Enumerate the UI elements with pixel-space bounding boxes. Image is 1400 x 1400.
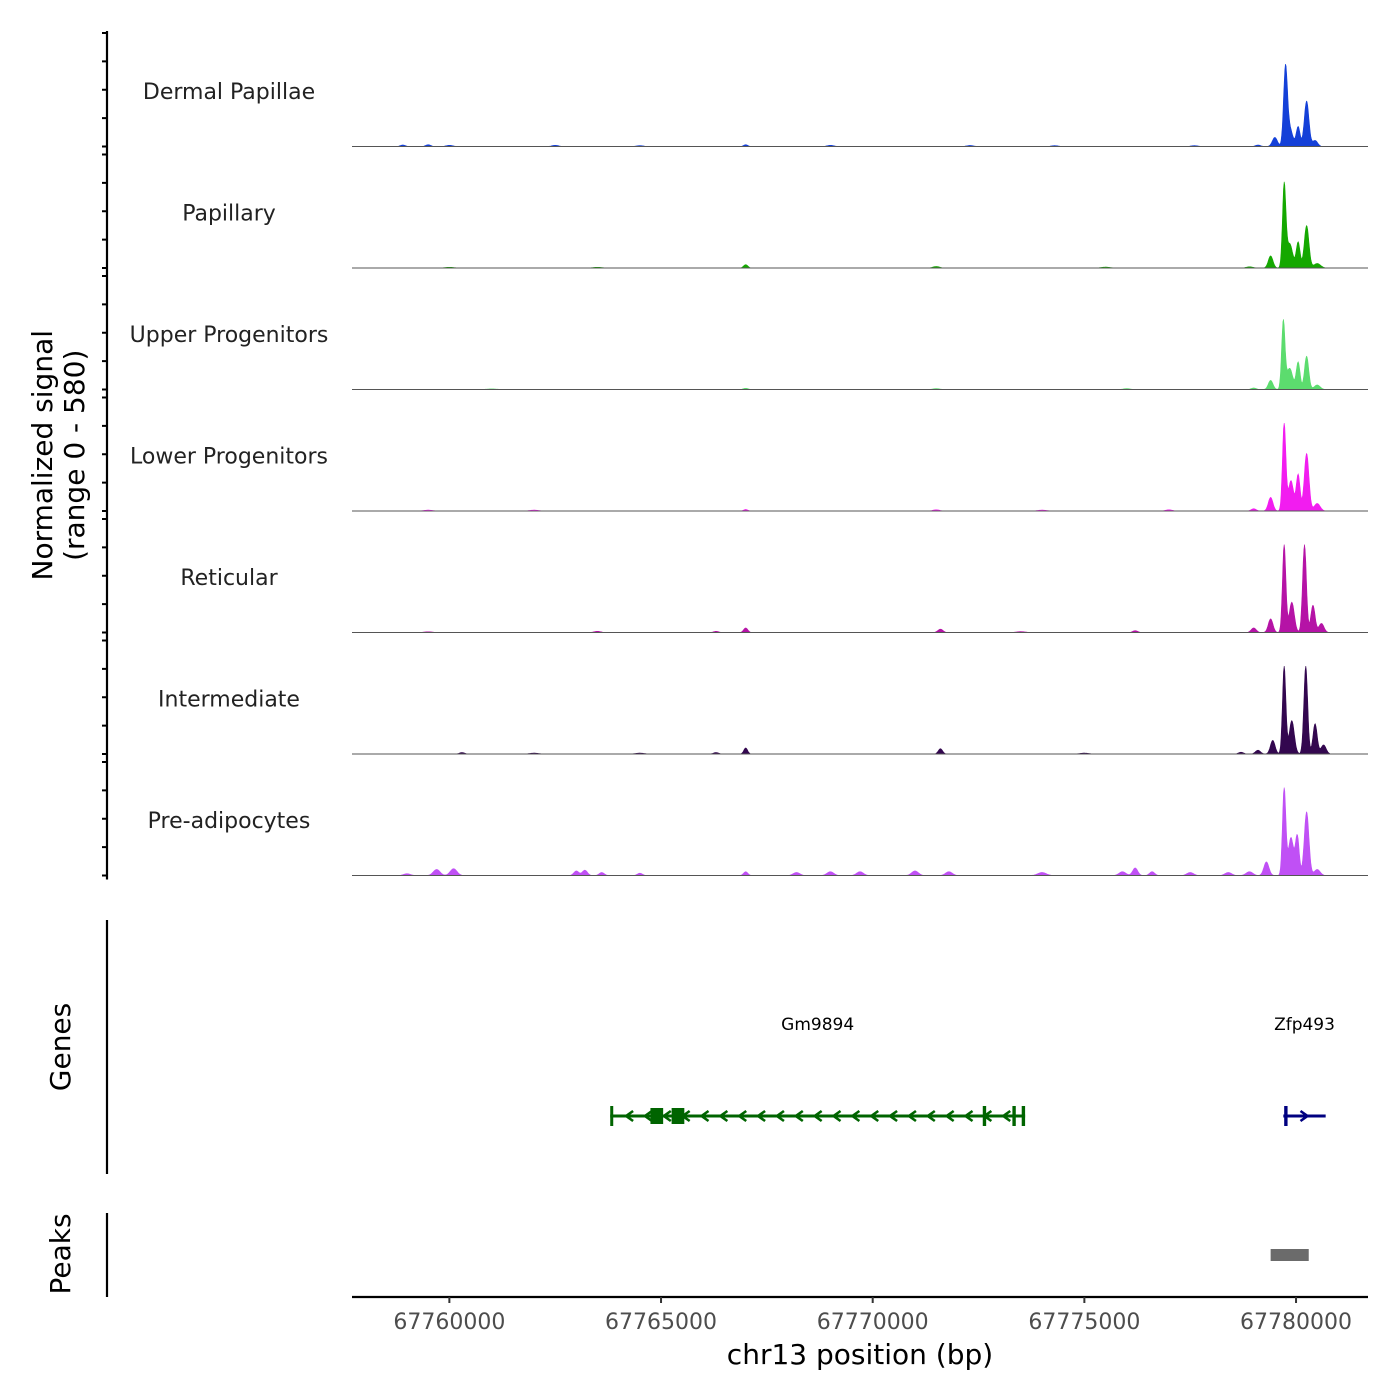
gene-strand-arrow-gm9894-15 <box>887 1109 898 1123</box>
gene-strand-arrow-gm9894-18 <box>944 1109 955 1123</box>
x-tick-label-0: 67760000 <box>393 1310 505 1335</box>
gene-strand-arrow-gm9894-16 <box>906 1109 917 1123</box>
track-label-dermal-papillae: Dermal Papillae <box>143 80 315 105</box>
genes-panel-title: Genes <box>44 1003 77 1091</box>
gene-exon-gm9894-2 <box>671 1108 685 1124</box>
signal-y-axis <box>102 31 109 880</box>
gene-strand-arrow-gm9894-5 <box>699 1109 710 1123</box>
gene-strand-arrow-gm9894-6 <box>718 1109 729 1123</box>
gene-exon-gm9894-4 <box>1012 1106 1016 1126</box>
gene-exon-gm9894-5 <box>1021 1106 1026 1126</box>
gene-strand-arrow-gm9894-10 <box>793 1109 804 1123</box>
track-label-upper-progenitors: Upper Progenitors <box>130 323 329 348</box>
track-label-lower-progenitors: Lower Progenitors <box>130 445 328 470</box>
x-tick-label-1: 67765000 <box>605 1310 717 1335</box>
x-axis: 67760000 67765000 67770000 67775000 67780000 <box>352 1295 1368 1335</box>
track-label-papillary: Papillary <box>182 202 276 227</box>
peaks-panel <box>105 1213 1309 1297</box>
gene-strand-arrow-gm9894-2 <box>642 1109 653 1123</box>
gene-strand-arrow-gm9894-7 <box>736 1109 747 1123</box>
gene-exon-gm9894-1 <box>650 1108 664 1124</box>
track-label-pre-adipocytes: Pre-adipocytes <box>148 809 311 834</box>
signal-area-pre-adipocytes <box>352 787 1368 876</box>
gene-strand-arrow-gm9894-11 <box>812 1109 823 1123</box>
gene-label-zfp493: Zfp493 <box>1274 1015 1335 1035</box>
x-tick-label-2: 67770000 <box>817 1310 929 1335</box>
peaks-panel-title: Peaks <box>44 1213 77 1294</box>
signal-area-reticular <box>352 544 1368 633</box>
track-label-intermediate: Intermediate <box>158 688 300 713</box>
x-tick-label-3: 67775000 <box>1028 1310 1140 1335</box>
gene-strand-arrow-gm9894-14 <box>869 1109 879 1123</box>
y-axis-title-line-2: (range 0 - 580) <box>58 350 91 561</box>
x-tick-label-4: 67780000 <box>1240 1310 1352 1335</box>
gene-strand-arrow-gm9894-8 <box>755 1109 766 1123</box>
signal-area-papillary <box>352 181 1368 269</box>
signal-area-dermal-papillae <box>352 63 1368 147</box>
gene-strand-arrow-gm9894-13 <box>850 1109 861 1123</box>
gene-exon-gm9894-3 <box>982 1106 987 1126</box>
gene-strand-arrow-gm9894-17 <box>925 1109 936 1123</box>
x-axis-title: chr13 position (bp) <box>727 1338 993 1371</box>
y-axis-title-line-1: Normalized signal <box>26 330 59 581</box>
gene-label-gm9894: Gm9894 <box>781 1015 854 1035</box>
peak-region-0 <box>1270 1249 1309 1261</box>
gene-strand-arrow-gm9894-9 <box>774 1109 785 1123</box>
genes-panel: Gm9894 Zfp493 <box>105 920 1335 1174</box>
signal-area-upper-progenitors <box>352 319 1368 390</box>
gene-exon-zfp493-0 <box>1284 1106 1288 1126</box>
gene-strand-arrow-gm9894-19 <box>963 1109 974 1123</box>
coverage-tracks <box>352 63 1368 876</box>
signal-area-intermediate <box>352 665 1368 755</box>
gene-strand-arrow-gm9894-21 <box>1001 1109 1011 1123</box>
gene-strand-arrow-gm9894-1 <box>623 1109 634 1123</box>
gene-strand-arrow-gm9894-12 <box>831 1109 842 1123</box>
track-labels: Dermal Papillae Papillary Upper Progenitor… <box>130 80 329 834</box>
gene-strand-arrow-gm9894-3 <box>661 1109 672 1123</box>
gene-strand-arrow-zfp493-1 <box>1299 1109 1310 1123</box>
signal-area-lower-progenitors <box>352 422 1368 512</box>
gene-exon-gm9894-0 <box>610 1106 614 1126</box>
track-label-reticular: Reticular <box>180 566 278 591</box>
